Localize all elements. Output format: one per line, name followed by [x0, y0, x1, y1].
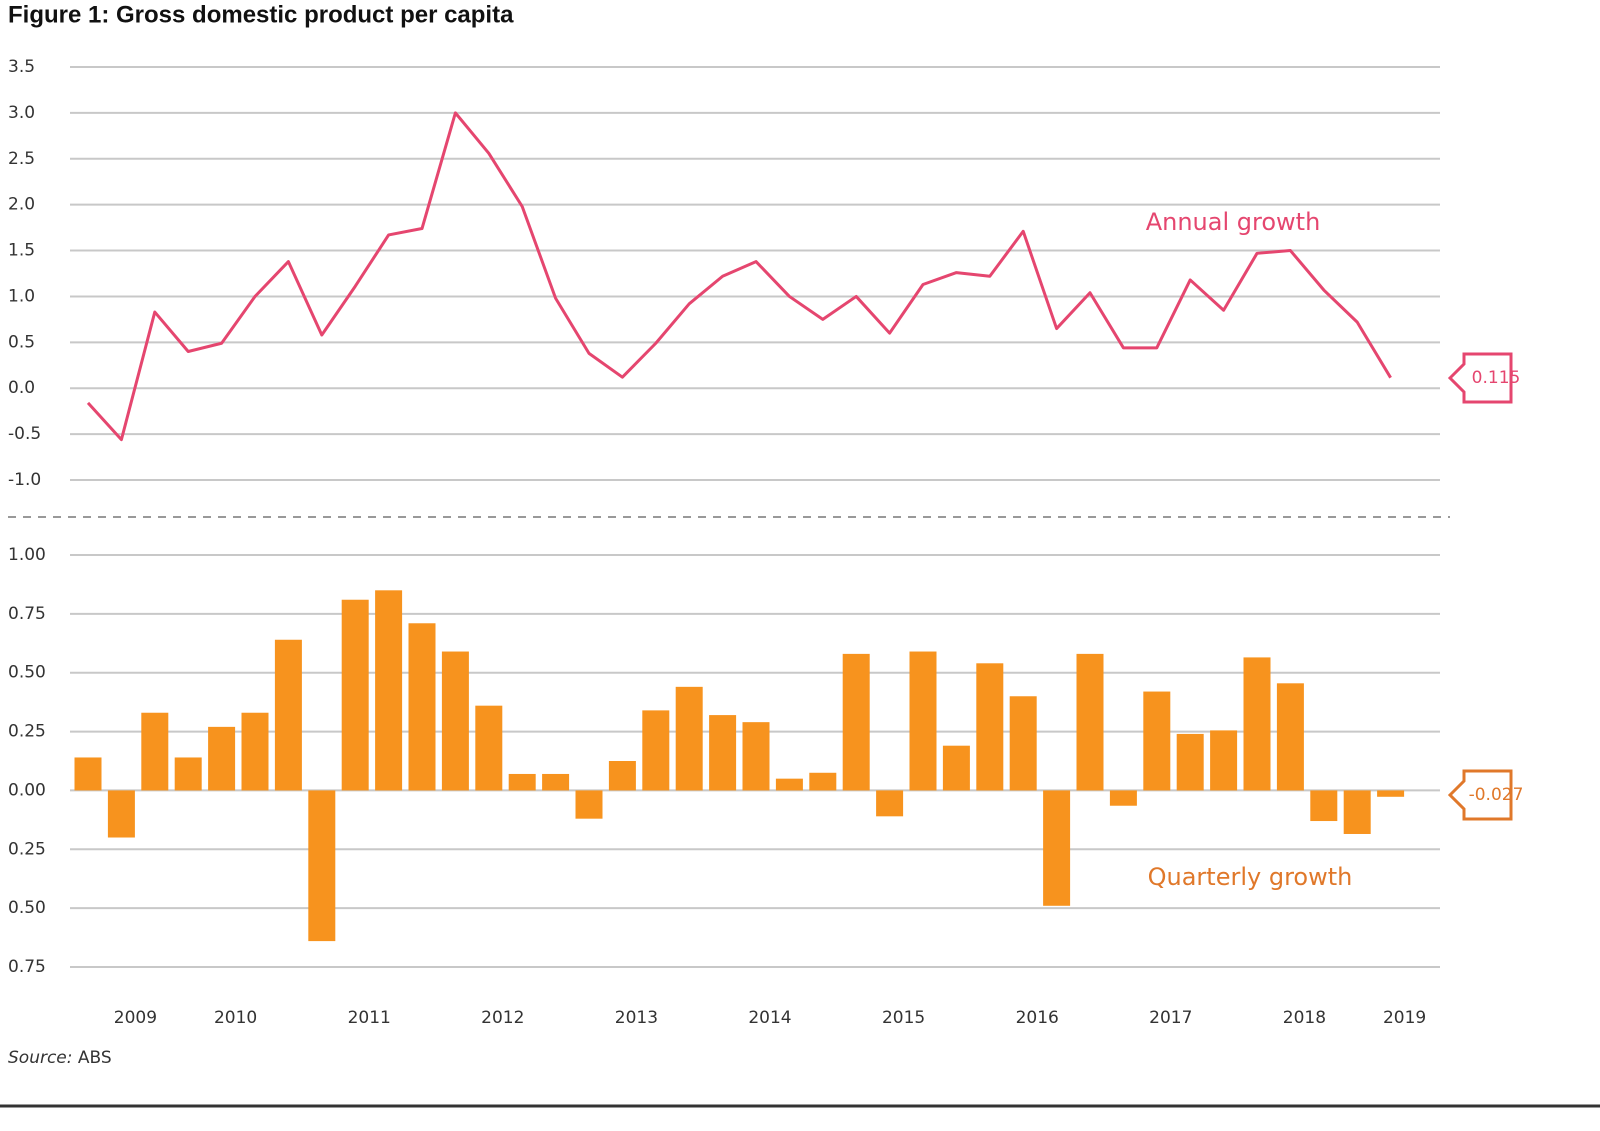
y-tick-label: -1.0 — [8, 470, 41, 490]
bar — [1310, 790, 1338, 822]
bar — [475, 705, 503, 791]
bar — [709, 715, 737, 791]
bar — [341, 599, 369, 791]
bar — [1043, 790, 1071, 906]
x-tick-label: 2016 — [1016, 1008, 1059, 1028]
source: Source: ABS — [8, 1048, 112, 1068]
bar — [775, 778, 803, 791]
y-tick-label: -0.5 — [8, 424, 41, 444]
y-tick-label: 0.5 — [8, 332, 35, 352]
bar — [809, 772, 837, 791]
bar — [107, 790, 135, 838]
bar — [1377, 790, 1405, 797]
y-tick-label: 3.0 — [8, 103, 35, 123]
bar — [1143, 691, 1171, 791]
bar — [642, 710, 670, 791]
bar — [976, 663, 1004, 791]
y-tick-label: 0.75 — [8, 957, 46, 977]
y-tick-label: 3.5 — [8, 57, 35, 77]
x-tick-label: 2019 — [1383, 1008, 1426, 1028]
bar — [208, 726, 236, 791]
annual-growth-line — [86, 111, 1392, 442]
y-tick-label: 0.00 — [8, 780, 46, 800]
x-tick-label: 2018 — [1283, 1008, 1326, 1028]
bar — [1009, 696, 1037, 791]
x-tick-label: 2011 — [348, 1008, 391, 1028]
source-name: ABS — [78, 1048, 112, 1068]
bar — [542, 773, 570, 791]
bar — [441, 651, 469, 791]
x-tick-label: 2009 — [114, 1008, 157, 1028]
bar — [1210, 730, 1238, 791]
y-tick-label: 0.25 — [8, 839, 46, 859]
y-tick-label: 0.75 — [8, 604, 46, 624]
bar — [241, 712, 269, 791]
y-tick-label: 1.5 — [8, 241, 35, 261]
bar — [308, 790, 336, 942]
y-tick-label: 0.0 — [8, 378, 35, 398]
bar — [174, 757, 202, 791]
bar — [942, 745, 970, 791]
series-annotation: Annual growth — [1146, 208, 1321, 236]
y-tick-label: 2.5 — [8, 149, 35, 169]
x-tick-label: 2010 — [214, 1008, 257, 1028]
y-tick-label: 0.25 — [8, 722, 46, 742]
callout-value: 0.115 — [1472, 368, 1521, 388]
x-tick-label: 2014 — [748, 1008, 791, 1028]
bar — [74, 757, 102, 791]
y-tick-label: 1.00 — [8, 545, 46, 565]
y-tick-label: 2.0 — [8, 195, 35, 215]
bar — [1243, 657, 1271, 791]
bar — [1343, 790, 1371, 834]
bar — [141, 712, 169, 791]
bar — [1276, 683, 1304, 791]
bar — [1176, 733, 1204, 791]
callout-box — [1447, 352, 1513, 404]
bar — [675, 686, 703, 791]
bar — [909, 651, 937, 791]
y-tick-label: 0.50 — [8, 663, 46, 683]
bar — [876, 790, 904, 817]
x-tick-label: 2012 — [481, 1008, 524, 1028]
y-tick-label: 0.50 — [8, 898, 46, 918]
x-tick-label: 2017 — [1149, 1008, 1192, 1028]
bar — [375, 590, 403, 791]
series-annotation: Quarterly growth — [1148, 863, 1353, 891]
bar — [274, 639, 302, 791]
x-tick-label: 2015 — [882, 1008, 925, 1028]
source-label: Source: — [8, 1048, 73, 1068]
bar — [608, 761, 636, 791]
bar — [842, 653, 870, 791]
bar — [408, 623, 436, 791]
bar — [742, 722, 770, 791]
figure-title: Figure 1: Gross domestic product per cap… — [8, 1, 514, 28]
bar — [1076, 653, 1104, 791]
callout-value: -0.027 — [1469, 785, 1524, 805]
y-tick-label: 1.0 — [8, 286, 35, 306]
x-tick-label: 2013 — [615, 1008, 658, 1028]
callout-box — [1447, 769, 1513, 821]
bar — [508, 773, 536, 791]
bar — [575, 790, 603, 819]
bar — [1109, 790, 1137, 806]
